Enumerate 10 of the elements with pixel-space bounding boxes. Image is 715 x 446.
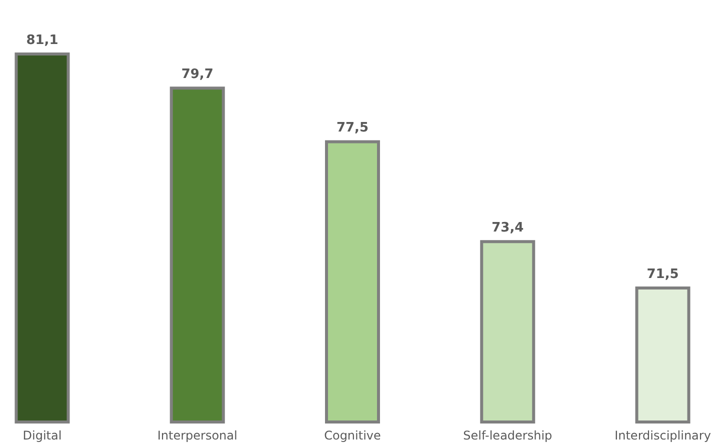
x-tick-label: Interdisciplinary xyxy=(614,428,711,442)
x-tick-label: Interpersonal xyxy=(157,428,238,442)
data-label: 73,4 xyxy=(492,220,524,236)
x-tick-label: Self-leadership xyxy=(463,428,552,442)
x-tick-label: Cognitive xyxy=(324,428,381,442)
data-label: 77,5 xyxy=(336,120,369,136)
x-tick-label: Digital xyxy=(22,428,62,442)
data-label: 81,1 xyxy=(26,33,58,48)
data-label: 71,5 xyxy=(646,266,679,282)
data-label: 79,7 xyxy=(181,67,214,82)
